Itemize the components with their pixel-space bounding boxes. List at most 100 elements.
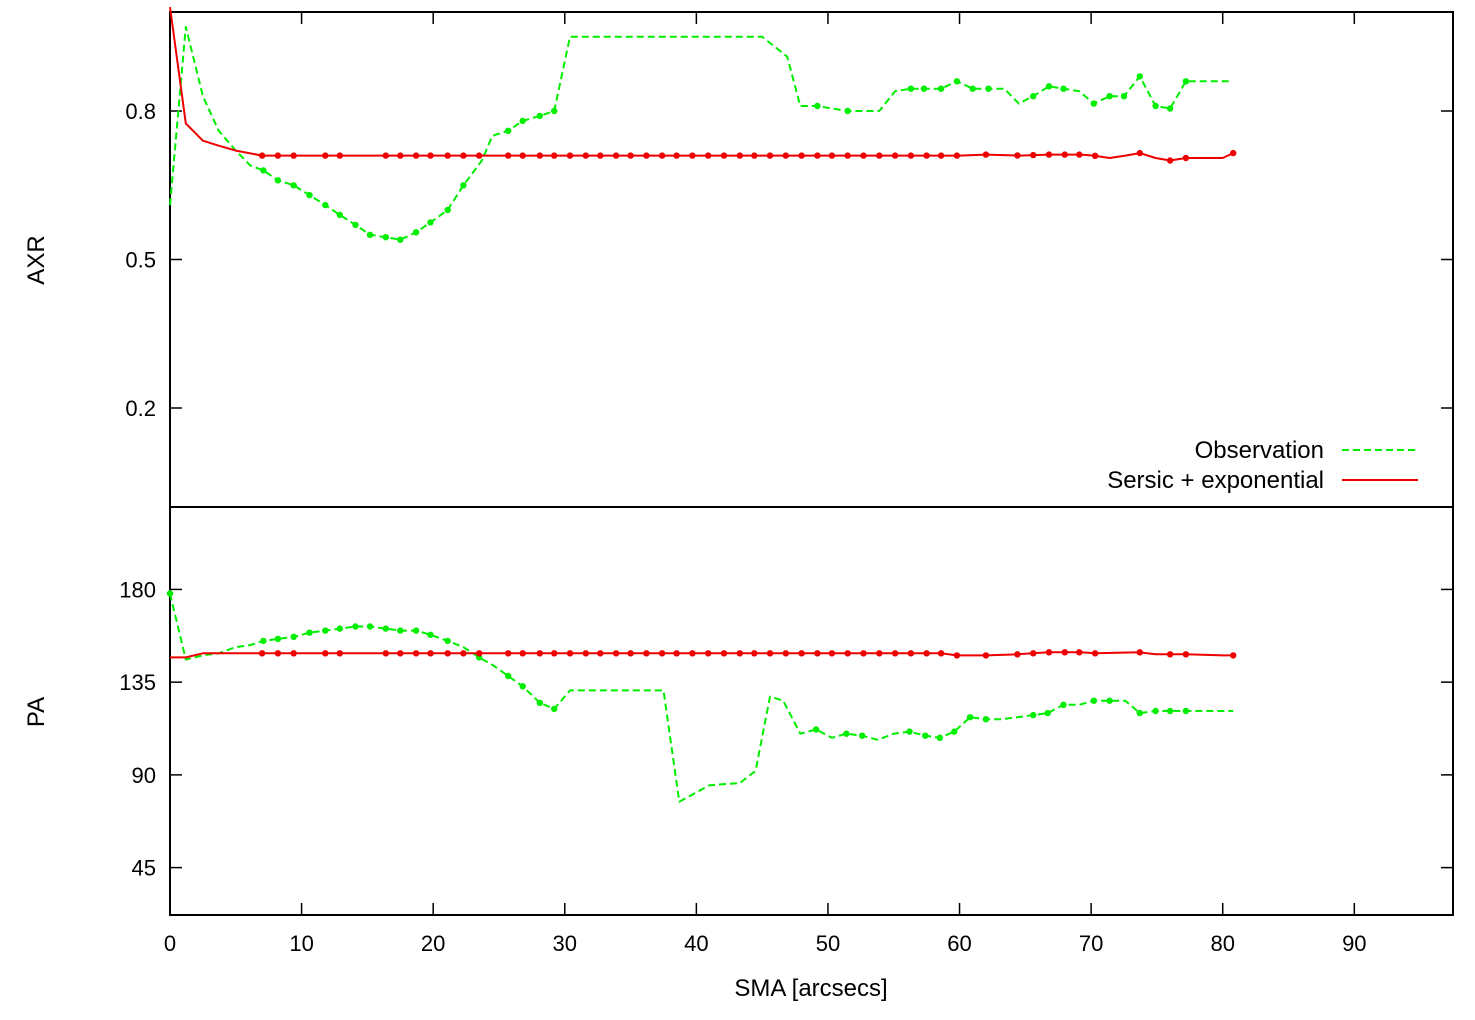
axr-model-point (519, 152, 526, 159)
pa-model-point (937, 650, 945, 657)
axr-observation-point (1152, 102, 1159, 110)
axr-model-point (828, 152, 836, 159)
pa-observation-point (519, 683, 526, 690)
axr-model-point (982, 151, 990, 158)
pa-model-point (1230, 652, 1237, 659)
pa-observation-point (427, 631, 434, 638)
x-tick-label: 80 (1210, 931, 1234, 956)
ticks-layer: 0 10 20 30 40 50 60 70 80 90 0.2 0.5 0.8 45 90 135 180 (119, 12, 1453, 956)
axr-model-point (566, 152, 574, 159)
x-axis-title: SMA [arcsecs] (734, 975, 887, 1002)
pa-model-point (505, 650, 512, 657)
pa-model-point (582, 650, 589, 657)
pa-model-point (1091, 650, 1099, 657)
axr-model-point (1182, 154, 1190, 162)
pa-model-point (953, 652, 961, 659)
axr-panel-frame (169, 11, 1454, 508)
pa-model-point (658, 650, 666, 657)
pa-model-point (643, 650, 650, 657)
pa-model-point (460, 650, 467, 657)
pa-model-point (689, 650, 696, 657)
axr-observation-point (814, 102, 821, 110)
axr-observation-point (505, 127, 512, 134)
axr-model-point (673, 152, 680, 159)
pa-observation-point (336, 625, 343, 632)
axr-observation-point (460, 182, 467, 189)
legend-label-model: Sersic + exponential (1107, 467, 1324, 494)
axr-model-point (953, 152, 961, 159)
pa-model-point (1045, 649, 1053, 656)
axr-model-point (814, 152, 821, 159)
axr-observation-point (366, 231, 374, 238)
axr-model-point (1030, 151, 1037, 159)
axr-y-tick-label: 0.2 (125, 396, 156, 421)
axr-model-point (627, 152, 634, 159)
axr-model-point (427, 152, 434, 159)
pa-observation-point (444, 637, 451, 645)
axr-observation-point (274, 177, 282, 184)
pa-observation-point (843, 730, 850, 737)
axr-observation-point (1136, 73, 1144, 80)
axr-model-point (551, 152, 558, 159)
pa-model-point (290, 650, 297, 657)
pa-observation-point (951, 728, 958, 735)
axr-observation-point (352, 221, 359, 229)
axr-observation-point (1106, 93, 1113, 100)
axr-model-point (1076, 151, 1083, 158)
axr-y-tick-label: 0.8 (125, 99, 156, 124)
x-tick-label: 30 (553, 931, 577, 956)
axr-model-point (1136, 149, 1144, 157)
axr-model-point (1230, 149, 1237, 157)
axr-observation-point (290, 182, 297, 189)
pa-observation-point (1136, 709, 1144, 717)
axr-observation-point (412, 229, 420, 236)
x-tick-label: 50 (816, 931, 840, 956)
axr-model-point (460, 152, 467, 159)
pa-model-point (1136, 649, 1144, 656)
legend-label-observation: Observation (1195, 437, 1324, 464)
axr-model-point (736, 152, 743, 159)
pa-model-point (1014, 651, 1021, 658)
axr-observation-point (306, 191, 313, 199)
axr-observation-point (519, 117, 526, 125)
axr-model-point (412, 152, 420, 159)
pa-observation-point (906, 728, 913, 735)
axr-model-point (322, 152, 329, 159)
pa-observation-point (936, 734, 943, 741)
axr-model-point (597, 152, 604, 159)
pa-model-point (627, 650, 634, 657)
pa-model-point (860, 650, 867, 657)
pa-y-tick-label: 135 (119, 670, 156, 695)
axr-model-point (720, 152, 728, 159)
axr-model-point (923, 152, 930, 159)
axr-model-point (1061, 151, 1069, 158)
axr-observation-point (551, 107, 558, 115)
axr-observation-point (382, 234, 389, 241)
x-tick-label: 40 (684, 931, 708, 956)
axr-model-point (444, 152, 451, 159)
axr-model-point (658, 152, 666, 159)
pa-model-point (844, 650, 851, 657)
pa-axis-title: PA (23, 697, 50, 727)
axr-model-point (1045, 151, 1053, 158)
axr-model-point (844, 152, 851, 159)
pa-model-point (891, 650, 899, 657)
axr-y-tick-label: 0.5 (125, 248, 156, 273)
pa-observation-point (1030, 711, 1037, 719)
pa-model-point (673, 650, 680, 657)
axr-observation-point (1166, 105, 1174, 112)
axr-model-point (382, 152, 389, 159)
axr-series-model-line (169, 6, 1234, 162)
axr-observation-point (536, 112, 543, 120)
pa-model-point (258, 650, 266, 657)
pa-observation-point (536, 699, 543, 706)
pa-panel-frame (169, 506, 1454, 916)
pa-observation-point (859, 732, 866, 739)
pa-model-point (612, 650, 620, 657)
pa-model-point (1166, 651, 1174, 658)
pa-observation-point (306, 629, 313, 636)
x-tick-label: 10 (289, 931, 313, 956)
pa-model-point (720, 650, 728, 657)
